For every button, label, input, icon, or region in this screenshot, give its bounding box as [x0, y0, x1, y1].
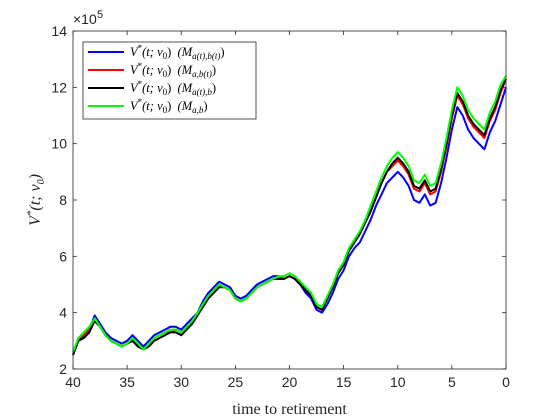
y-tick-label: 8 [59, 192, 67, 208]
x-tick-label: 40 [65, 374, 81, 390]
x-tick-label: 10 [390, 374, 406, 390]
y-tick-label: 14 [51, 23, 67, 39]
x-axis-label: time to retirement [232, 401, 347, 418]
x-tick-label: 15 [336, 374, 352, 390]
y-multiplier-base: ×10 [73, 11, 97, 27]
x-tick-label: 25 [228, 374, 244, 390]
y-tick-label: 12 [51, 79, 67, 95]
legend-entry-4: V*(t; v0) (Ma,b) [130, 97, 208, 115]
y-tick-label: 4 [59, 305, 67, 321]
y-label-args: (t; v [27, 184, 44, 211]
y-tick-label: 6 [59, 248, 67, 264]
x-tick-label: 5 [448, 374, 456, 390]
x-tick-label: 35 [119, 374, 135, 390]
svg-text:V*(t; v0): V*(t; v0) [25, 174, 47, 226]
legend-entry-2: V*(t; v0) (Ma,b(t)) [130, 61, 216, 79]
y-tick-label: 10 [51, 136, 67, 152]
y-label-sub: 0 [36, 179, 47, 184]
legend: V*(t; v0) (Ma(t),b(t))V*(t; v0) (Ma,b(t)… [82, 41, 257, 120]
y-multiplier-exponent: 5 [97, 9, 103, 21]
x-tick-label: 30 [173, 374, 189, 390]
y-label-v: V [27, 214, 44, 226]
x-tick-label: 0 [502, 374, 510, 390]
y-label-star: * [25, 210, 37, 216]
series-layer [72, 75, 507, 356]
x-tick-label: 20 [282, 374, 298, 390]
legend-entry-3: V*(t; v0) (Ma(t),b) [130, 79, 216, 97]
y-tick-label: 2 [59, 361, 67, 377]
legend-entry-1: V*(t; v0) (Ma(t),b(t)) [130, 43, 225, 61]
y-label-close: ) [27, 174, 44, 180]
y-axis-label: V*(t; v0) [25, 174, 47, 226]
ticks-layer: 40 35 30 25 20 15 10 5 0 2 4 6 8 10 12 14 [51, 23, 510, 390]
series-line-4 [72, 75, 507, 353]
